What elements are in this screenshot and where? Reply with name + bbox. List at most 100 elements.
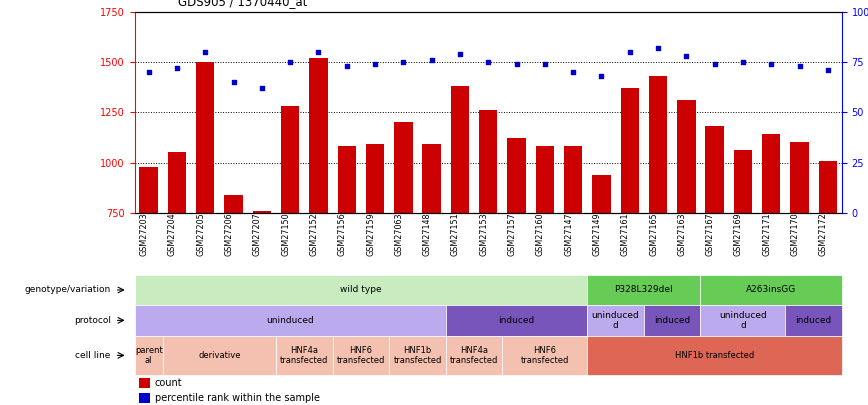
Point bbox=[680, 53, 694, 60]
Point bbox=[510, 61, 523, 68]
Point bbox=[227, 79, 240, 85]
Text: GSM27205: GSM27205 bbox=[196, 213, 205, 256]
Text: uninduced: uninduced bbox=[266, 316, 314, 325]
Bar bbox=[338, 147, 356, 213]
Text: GSM27157: GSM27157 bbox=[508, 213, 516, 256]
Point bbox=[651, 45, 665, 51]
Point bbox=[424, 57, 438, 64]
Text: GSM27147: GSM27147 bbox=[564, 213, 573, 256]
Text: GSM27161: GSM27161 bbox=[621, 213, 629, 256]
Point bbox=[283, 59, 297, 66]
Point bbox=[255, 85, 269, 92]
Text: GSM27207: GSM27207 bbox=[253, 213, 262, 256]
Text: GSM27172: GSM27172 bbox=[819, 213, 828, 256]
Bar bbox=[139, 393, 150, 403]
Point bbox=[566, 69, 580, 76]
Point bbox=[453, 51, 467, 58]
Point bbox=[764, 61, 778, 68]
Bar bbox=[733, 151, 752, 213]
Bar bbox=[762, 134, 780, 213]
Bar bbox=[423, 145, 441, 213]
Bar bbox=[281, 107, 299, 213]
Bar bbox=[564, 147, 582, 213]
Text: GSM27063: GSM27063 bbox=[394, 213, 404, 256]
Point bbox=[368, 61, 382, 68]
Text: wild type: wild type bbox=[340, 286, 382, 294]
Bar bbox=[366, 145, 385, 213]
Text: GSM27171: GSM27171 bbox=[762, 213, 771, 256]
Point bbox=[595, 73, 608, 79]
Text: P328L329del: P328L329del bbox=[615, 286, 674, 294]
Point bbox=[198, 49, 212, 55]
Text: induced: induced bbox=[654, 316, 690, 325]
Text: GDS905 / 1370440_at: GDS905 / 1370440_at bbox=[178, 0, 307, 8]
Bar bbox=[479, 111, 497, 213]
Bar bbox=[253, 211, 271, 213]
Text: percentile rank within the sample: percentile rank within the sample bbox=[155, 393, 319, 403]
Bar bbox=[592, 175, 610, 213]
Text: GSM27149: GSM27149 bbox=[593, 213, 602, 256]
Text: genotype/variation: genotype/variation bbox=[24, 286, 110, 294]
Text: HNF6
transfected: HNF6 transfected bbox=[337, 346, 385, 365]
Text: induced: induced bbox=[796, 316, 832, 325]
Bar bbox=[309, 58, 327, 213]
Text: derivative: derivative bbox=[198, 351, 240, 360]
Text: HNF4a
transfected: HNF4a transfected bbox=[280, 346, 328, 365]
Text: GSM27150: GSM27150 bbox=[281, 213, 290, 256]
Text: GSM27153: GSM27153 bbox=[479, 213, 488, 256]
Text: uninduced
d: uninduced d bbox=[719, 311, 766, 330]
Point bbox=[312, 49, 326, 55]
Text: GSM27151: GSM27151 bbox=[451, 213, 460, 256]
Bar bbox=[706, 126, 724, 213]
Point bbox=[792, 63, 806, 70]
Text: HNF4a
transfected: HNF4a transfected bbox=[450, 346, 498, 365]
Bar bbox=[394, 122, 412, 213]
Point bbox=[397, 59, 411, 66]
Point bbox=[821, 67, 835, 74]
Text: GSM27167: GSM27167 bbox=[706, 213, 714, 256]
Text: GSM27160: GSM27160 bbox=[536, 213, 545, 256]
Bar bbox=[450, 86, 469, 213]
Point bbox=[339, 63, 354, 70]
Text: parent
al: parent al bbox=[135, 346, 162, 365]
Point bbox=[481, 59, 495, 66]
Text: GSM27152: GSM27152 bbox=[310, 213, 319, 256]
Point bbox=[707, 61, 721, 68]
Point bbox=[538, 61, 552, 68]
Bar bbox=[791, 143, 809, 213]
Point bbox=[622, 49, 636, 55]
Text: HNF6
transfected: HNF6 transfected bbox=[521, 346, 569, 365]
Text: GSM27163: GSM27163 bbox=[677, 213, 687, 256]
Text: HNF1b transfected: HNF1b transfected bbox=[675, 351, 754, 360]
Bar bbox=[621, 88, 639, 213]
Bar bbox=[649, 76, 667, 213]
Text: cell line: cell line bbox=[76, 351, 110, 360]
Text: GSM27165: GSM27165 bbox=[649, 213, 658, 256]
Text: count: count bbox=[155, 378, 182, 388]
Bar bbox=[196, 62, 214, 213]
Text: protocol: protocol bbox=[74, 316, 110, 325]
Bar bbox=[168, 153, 186, 213]
Bar bbox=[139, 377, 150, 388]
Text: HNF1b
transfected: HNF1b transfected bbox=[393, 346, 442, 365]
Point bbox=[736, 59, 750, 66]
Text: GSM27203: GSM27203 bbox=[140, 213, 148, 256]
Bar bbox=[677, 100, 695, 213]
Text: GSM27159: GSM27159 bbox=[366, 213, 375, 256]
Bar bbox=[536, 147, 554, 213]
Text: A263insGG: A263insGG bbox=[746, 286, 796, 294]
Point bbox=[141, 69, 155, 76]
Bar bbox=[225, 194, 243, 213]
Text: GSM27169: GSM27169 bbox=[734, 213, 743, 256]
Text: GSM27206: GSM27206 bbox=[225, 213, 233, 256]
Text: GSM27156: GSM27156 bbox=[338, 213, 346, 256]
Point bbox=[170, 65, 184, 72]
Text: GSM27204: GSM27204 bbox=[168, 213, 177, 256]
Text: uninduced
d: uninduced d bbox=[592, 311, 640, 330]
Bar bbox=[819, 160, 837, 213]
Text: GSM27148: GSM27148 bbox=[423, 213, 431, 256]
Bar bbox=[140, 166, 158, 213]
Text: induced: induced bbox=[498, 316, 535, 325]
Bar bbox=[508, 139, 526, 213]
Text: GSM27170: GSM27170 bbox=[791, 213, 799, 256]
